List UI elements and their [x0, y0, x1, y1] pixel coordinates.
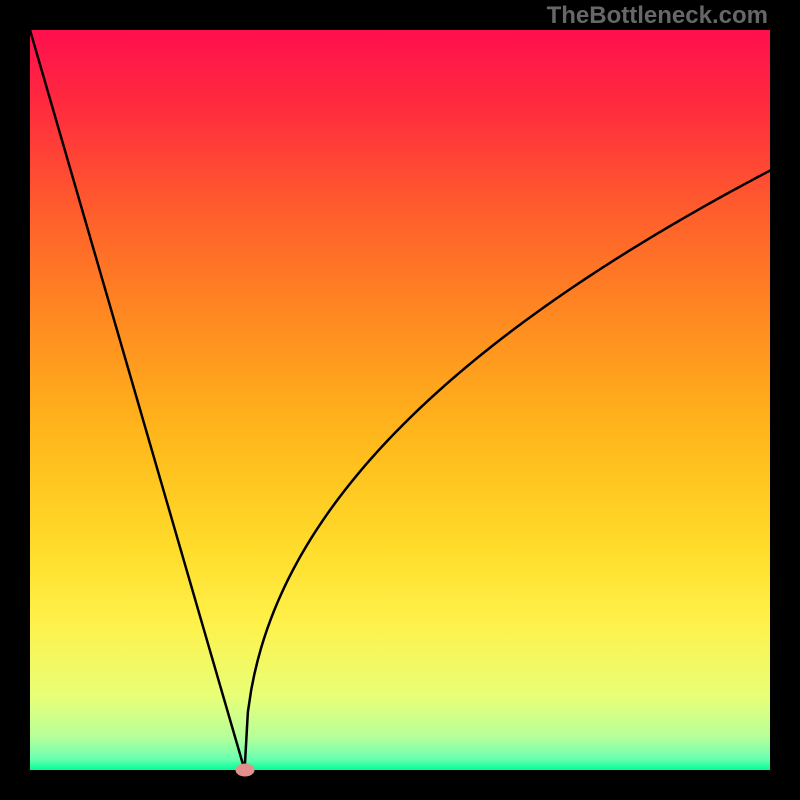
minimum-marker	[235, 764, 254, 777]
chart-container: TheBottleneck.com	[0, 0, 800, 800]
plot-area	[30, 30, 770, 770]
watermark-text: TheBottleneck.com	[547, 2, 768, 30]
